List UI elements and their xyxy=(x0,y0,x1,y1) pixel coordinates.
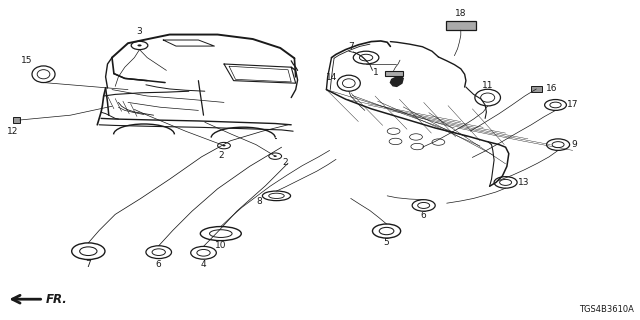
Text: 12: 12 xyxy=(7,127,19,136)
Circle shape xyxy=(274,155,277,157)
Text: 6: 6 xyxy=(421,212,426,220)
Bar xyxy=(446,21,476,30)
Text: 16: 16 xyxy=(546,84,557,93)
Text: TGS4B3610A: TGS4B3610A xyxy=(579,305,634,314)
Text: 3: 3 xyxy=(137,28,142,36)
Text: 8: 8 xyxy=(257,197,262,206)
Text: 4: 4 xyxy=(201,260,206,269)
Text: 5: 5 xyxy=(384,238,389,247)
Text: 7: 7 xyxy=(86,260,91,269)
Text: 6: 6 xyxy=(156,260,161,269)
Text: 11: 11 xyxy=(482,81,493,90)
Circle shape xyxy=(138,44,141,46)
Text: 9: 9 xyxy=(572,140,577,149)
Text: 1: 1 xyxy=(374,68,379,77)
Text: 15: 15 xyxy=(21,56,33,65)
Circle shape xyxy=(223,145,226,147)
Bar xyxy=(385,71,403,76)
Text: 14: 14 xyxy=(326,73,337,82)
Text: 7: 7 xyxy=(348,42,353,51)
Text: 2: 2 xyxy=(218,151,223,160)
Bar xyxy=(531,86,542,92)
Text: 10: 10 xyxy=(215,241,227,250)
Polygon shape xyxy=(390,75,403,86)
Text: 17: 17 xyxy=(567,100,579,109)
Text: 2: 2 xyxy=(282,158,287,167)
Text: 13: 13 xyxy=(518,178,529,187)
Text: FR.: FR. xyxy=(46,293,68,306)
Bar xyxy=(13,117,20,123)
Text: 18: 18 xyxy=(455,9,467,18)
